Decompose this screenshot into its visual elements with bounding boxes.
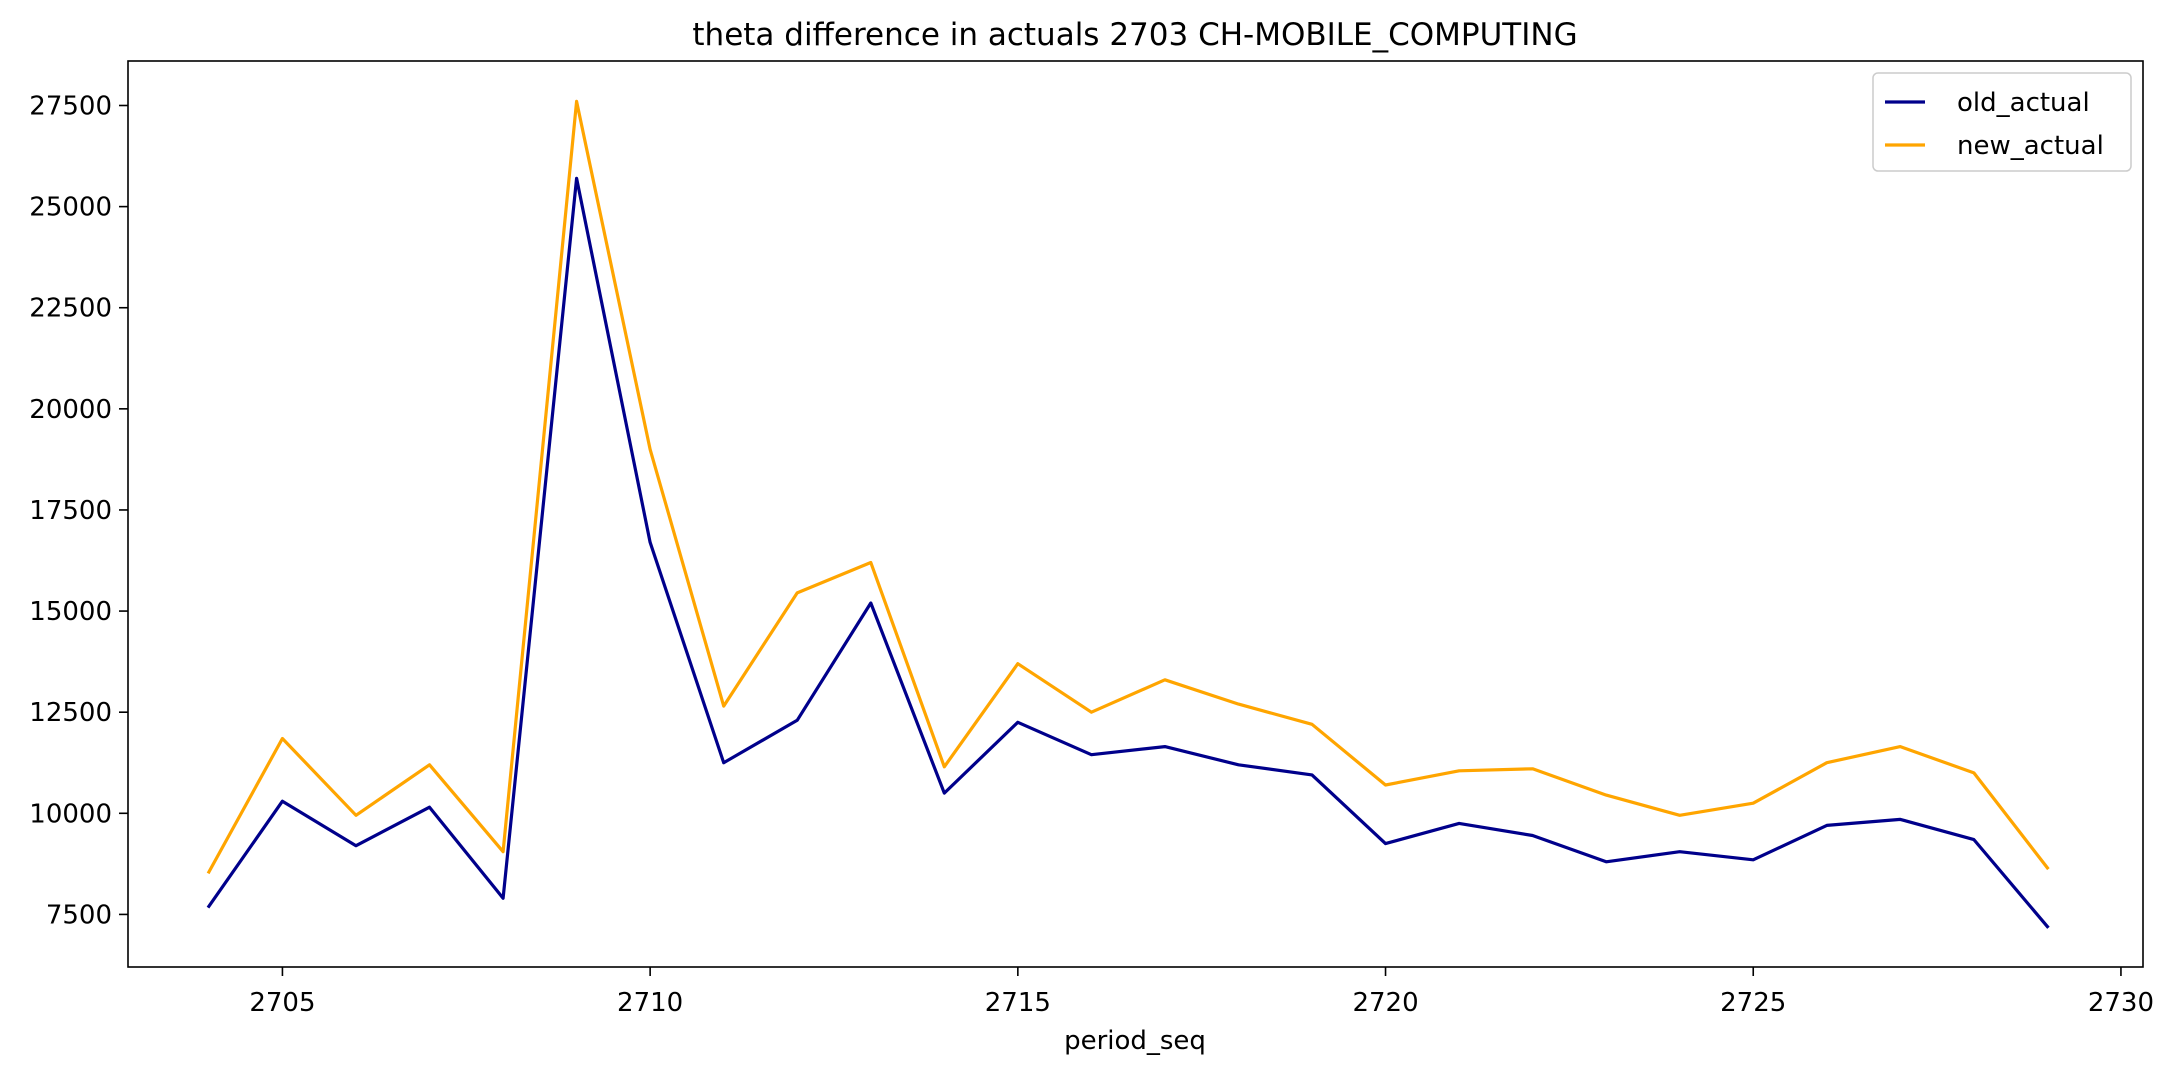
y-axis: 7500 10000 12500 15000 17500 20000 22500 25000 2… [29, 91, 128, 930]
x-tick-label: 2710 [617, 988, 683, 1018]
legend-box [1872, 72, 2132, 172]
x-tick-label: 2730 [2088, 988, 2154, 1018]
y-tick-label: 15000 [29, 597, 112, 627]
series-line-old-actual [206, 176, 2050, 929]
y-tick-label: 12500 [29, 698, 112, 728]
series-lines [206, 99, 2050, 929]
chart-title: theta difference in actuals 2703 CH-MOBI… [692, 17, 1577, 53]
x-tick-label: 2720 [1352, 988, 1418, 1018]
y-tick-label: 20000 [29, 395, 112, 425]
x-axis: 2705 2710 2715 2720 2725 2730 [249, 967, 2154, 1018]
x-tick-label: 2715 [985, 988, 1051, 1018]
legend: old_actual new_actual [1872, 72, 2132, 172]
plot-frame [127, 60, 2144, 968]
y-tick-label: 27500 [29, 91, 112, 121]
x-axis-label: period_seq [1064, 1026, 1206, 1056]
legend-label: old_actual [1957, 88, 2090, 118]
x-tick-label: 2725 [1720, 988, 1786, 1018]
y-tick-label: 17500 [29, 496, 112, 526]
series-line-new-actual [206, 99, 2050, 875]
y-tick-label: 7500 [46, 900, 112, 930]
y-tick-label: 10000 [29, 799, 112, 829]
x-tick-label: 2705 [249, 988, 315, 1018]
legend-label: new_actual [1957, 131, 2104, 161]
y-tick-label: 22500 [29, 294, 112, 324]
y-tick-label: 25000 [29, 193, 112, 223]
